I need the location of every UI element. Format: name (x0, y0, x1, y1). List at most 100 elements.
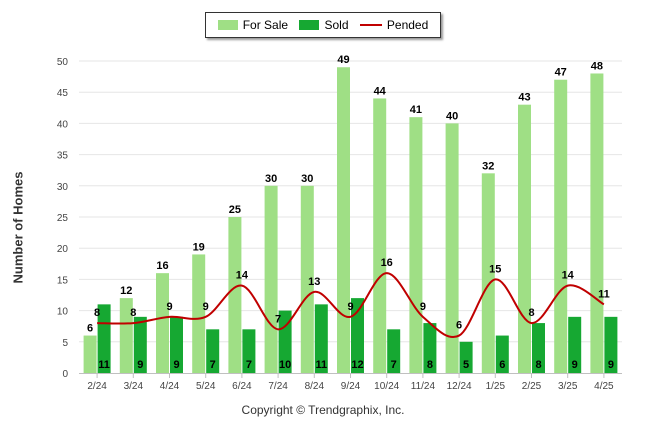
pended-line-swatch (359, 24, 382, 26)
for-sale-data-label: 16 (156, 260, 168, 272)
sold-data-label: 11 (98, 359, 110, 371)
legend-item-pended[interactable]: Pended (359, 18, 429, 32)
sold-bar (495, 335, 509, 373)
sold-bar (314, 304, 328, 373)
for-sale-bar (83, 335, 97, 373)
for-sale-data-label: 41 (410, 104, 422, 116)
for-sale-bar (337, 67, 350, 374)
x-tick-label: 3/24 (124, 381, 144, 392)
for-sale-bar (409, 117, 423, 373)
pended-data-label: 8 (528, 307, 534, 319)
for-sale-bar (554, 79, 568, 373)
for-sale-bar (156, 273, 169, 373)
sold-bar (459, 341, 473, 373)
y-tick-label: 0 (62, 369, 68, 380)
y-tick-label: 50 (57, 57, 69, 68)
labels-layer: 6 11 12 9 16 9 19 7 25 7 30 10 30 11 49 12 44 7 41 8 40 5 32 6 4… (87, 54, 614, 371)
pended-line (97, 272, 605, 338)
legend-item-sold[interactable]: Sold (299, 18, 349, 32)
sold-data-label: 12 (351, 359, 363, 371)
for-sale-bar (119, 298, 133, 373)
legend-label-sold: Sold (324, 18, 349, 32)
sold-data-label: 5 (463, 359, 469, 371)
y-axis-title: Number of Homes (10, 171, 26, 284)
line-layer (97, 272, 605, 338)
pended-data-label: 9 (420, 301, 426, 313)
for-sale-data-label: 40 (446, 110, 458, 122)
y-tick-label: 35 (57, 151, 69, 162)
sold-bar (423, 323, 437, 373)
y-tick-label: 25 (57, 213, 69, 224)
for-sale-bar (445, 123, 459, 374)
legend-item-for-sale[interactable]: For Sale (217, 18, 289, 32)
sold-data-label: 9 (173, 359, 179, 371)
sold-bar (532, 323, 545, 373)
for-sale-data-label: 30 (301, 173, 313, 185)
for-sale-bar (228, 217, 242, 373)
x-tick-label: 3/25 (558, 381, 578, 392)
for-sale-bar (518, 104, 531, 374)
pended-data-label: 6 (456, 320, 462, 332)
sold-bar (133, 316, 147, 373)
legend-label-for-sale: For Sale (242, 18, 289, 32)
sold-swatch (299, 20, 320, 30)
x-tick-label: 10/24 (374, 381, 399, 392)
sold-bar (206, 329, 220, 373)
for-sale-data-label: 6 (87, 323, 93, 335)
sold-data-label: 10 (279, 359, 291, 371)
for-sale-data-label: 47 (555, 67, 567, 79)
sold-bar (278, 310, 292, 373)
x-tick-label: 9/24 (341, 381, 361, 392)
pended-data-label: 16 (381, 257, 393, 269)
pended-data-label: 14 (562, 270, 575, 282)
for-sale-data-label: 44 (374, 85, 387, 97)
y-tick-label: 5 (62, 338, 68, 349)
sold-data-label: 7 (391, 359, 397, 371)
x-tick-label: 5/24 (196, 381, 216, 392)
x-tick-label: 4/24 (160, 381, 180, 392)
pended-data-label: 11 (598, 288, 610, 300)
x-tick-label: 8/24 (305, 381, 325, 392)
pended-data-label: 7 (275, 313, 281, 325)
copyright-footer: Copyright © Trendgraphix, Inc. (241, 403, 405, 417)
pended-data-label: 9 (166, 301, 172, 313)
bars-layer (83, 67, 618, 374)
y-tick-label: 40 (57, 119, 69, 130)
for-sale-bar (373, 98, 387, 373)
pended-data-label: 9 (203, 301, 209, 313)
sold-data-label: 8 (535, 359, 541, 371)
y-tick-label: 30 (57, 182, 69, 193)
pended-data-label: 8 (94, 307, 100, 319)
pended-data-label: 13 (308, 276, 320, 288)
pended-data-label: 8 (130, 307, 136, 319)
x-tick-label: 4/25 (594, 381, 614, 392)
sold-bar (387, 329, 401, 373)
pended-data-label: 9 (347, 301, 353, 313)
x-tick-label: 1/25 (486, 381, 506, 392)
sold-bar (351, 298, 364, 373)
for-sale-data-label: 12 (120, 285, 132, 297)
y-tick-label: 10 (57, 307, 69, 318)
for-sale-bar (300, 185, 314, 373)
legend-label-pended: Pended (386, 18, 429, 32)
x-tick-label: 12/24 (447, 381, 472, 392)
sold-data-label: 7 (246, 359, 252, 371)
for-sale-data-label: 48 (591, 60, 603, 72)
axis-layer: 0 5 10 15 20 25 30 35 40 45 50 2/24 3/24 4/24 5/24 6/24… (57, 57, 622, 392)
for-sale-data-label: 30 (265, 173, 277, 185)
y-tick-label: 15 (57, 275, 69, 286)
x-tick-label: 11/24 (411, 381, 436, 392)
for-sale-swatch (217, 20, 238, 30)
for-sale-data-label: 43 (518, 92, 530, 104)
sold-bar (604, 316, 618, 373)
for-sale-bar (590, 73, 604, 373)
sold-data-label: 9 (608, 359, 614, 371)
pended-data-label: 14 (236, 270, 249, 282)
y-tick-label: 20 (57, 244, 69, 255)
sold-bar (170, 316, 183, 373)
sold-data-label: 11 (315, 359, 327, 371)
for-sale-data-label: 19 (193, 241, 205, 253)
for-sale-bar (481, 173, 495, 373)
chart-legend: For Sale Sold Pended (205, 12, 441, 38)
